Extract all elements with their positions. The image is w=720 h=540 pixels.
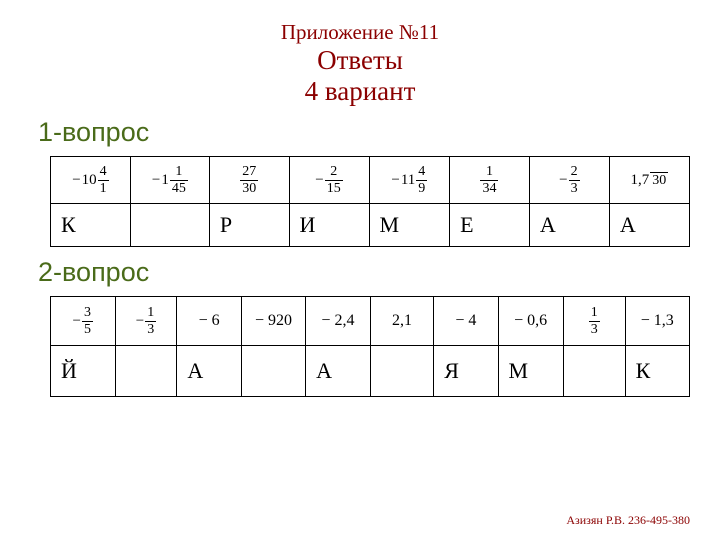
math-cell: − 920: [241, 297, 305, 346]
question-2-table: −35−13− 6− 920− 2,42,1− 4− 0,613− 1,3 Й А…: [50, 296, 690, 397]
math-cell: −1149: [369, 157, 450, 204]
math-cell: 134: [450, 157, 530, 204]
letter-cell: А: [177, 346, 242, 397]
letter-cell: Й: [51, 346, 116, 397]
letter-cell: А: [529, 204, 609, 247]
header-line-3: 4 вариант: [30, 76, 690, 107]
math-cell: 1,730: [609, 157, 689, 204]
question-1-label: 1-вопрос: [38, 117, 690, 148]
letter-cell: К: [51, 204, 131, 247]
letter-cell: [241, 346, 305, 397]
letter-cell: Е: [450, 204, 530, 247]
math-cell: − 1,3: [625, 297, 689, 346]
question-2-label: 2-вопрос: [38, 257, 690, 288]
letter-cell: [115, 346, 177, 397]
header-line-2: Ответы: [30, 45, 690, 76]
letter-cell: К: [625, 346, 689, 397]
math-cell: − 2,4: [306, 297, 371, 346]
question-1-table: −1041−11452730−215−1149134−231,730 К РИМЕ…: [50, 156, 690, 247]
letter-cell: [130, 204, 209, 247]
math-cell: 2730: [209, 157, 289, 204]
page-header: Приложение №11 Ответы 4 вариант: [30, 20, 690, 107]
math-cell: − 4: [434, 297, 498, 346]
letter-cell: Р: [209, 204, 289, 247]
math-cell: − 0,6: [498, 297, 563, 346]
letter-cell: [370, 346, 433, 397]
letter-cell: Я: [434, 346, 498, 397]
header-line-1: Приложение №11: [30, 20, 690, 45]
letter-cell: И: [289, 204, 369, 247]
math-cell: −23: [529, 157, 609, 204]
math-cell: − 6: [177, 297, 242, 346]
letter-cell: А: [609, 204, 689, 247]
math-cell: −1145: [130, 157, 209, 204]
math-cell: −215: [289, 157, 369, 204]
letter-cell: М: [498, 346, 563, 397]
footer-attribution: Азизян Р.В. 236-495-380: [566, 513, 690, 528]
math-cell: −13: [115, 297, 177, 346]
letter-cell: А: [306, 346, 371, 397]
math-cell: 13: [563, 297, 625, 346]
math-cell: −1041: [51, 157, 131, 204]
math-cell: −35: [51, 297, 116, 346]
letter-cell: [563, 346, 625, 397]
math-cell: 2,1: [370, 297, 433, 346]
letter-cell: М: [369, 204, 450, 247]
